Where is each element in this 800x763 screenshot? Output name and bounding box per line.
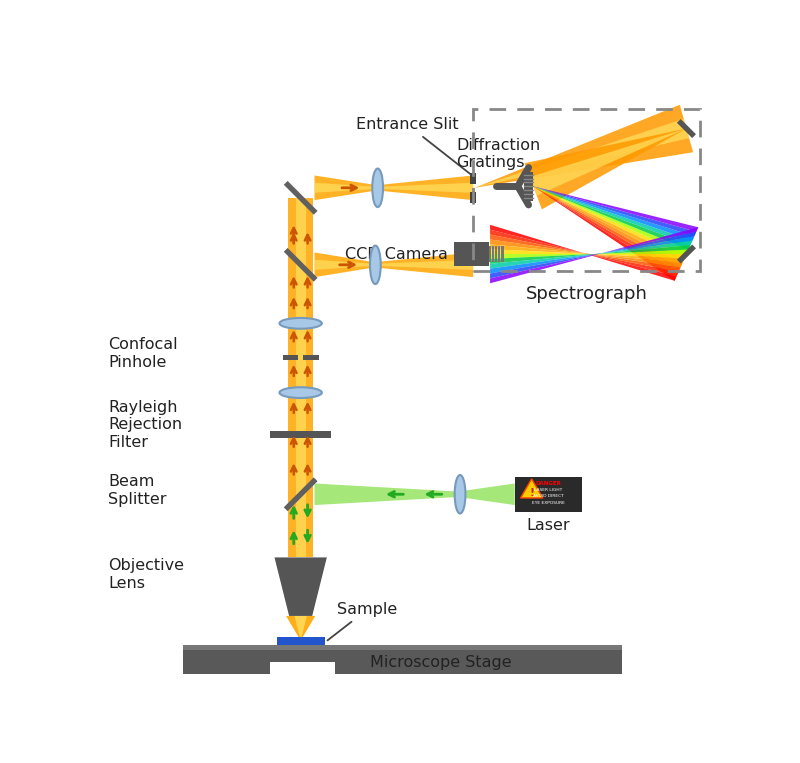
Polygon shape	[314, 484, 465, 505]
Polygon shape	[296, 494, 306, 558]
Polygon shape	[490, 227, 698, 283]
Polygon shape	[534, 186, 677, 281]
Bar	[470, 172, 476, 184]
Polygon shape	[534, 186, 682, 267]
Bar	[277, 638, 325, 645]
Bar	[470, 192, 476, 203]
Polygon shape	[474, 105, 693, 188]
Polygon shape	[490, 240, 692, 269]
Polygon shape	[534, 186, 678, 276]
Polygon shape	[296, 265, 306, 494]
Polygon shape	[534, 186, 690, 250]
Polygon shape	[284, 478, 318, 511]
Bar	[270, 662, 334, 674]
Polygon shape	[490, 250, 686, 259]
Polygon shape	[284, 248, 318, 282]
Text: Entrance Slit: Entrance Slit	[356, 118, 471, 175]
Polygon shape	[534, 186, 689, 254]
Polygon shape	[314, 260, 371, 270]
Bar	[489, 246, 491, 262]
Polygon shape	[534, 186, 692, 245]
Polygon shape	[534, 186, 694, 240]
Text: !: !	[529, 488, 534, 497]
Bar	[514, 477, 582, 512]
Polygon shape	[314, 253, 371, 277]
Polygon shape	[534, 186, 696, 237]
Polygon shape	[677, 119, 696, 138]
Text: Beam
Splitter: Beam Splitter	[108, 475, 166, 507]
Polygon shape	[284, 181, 318, 214]
Polygon shape	[521, 479, 542, 498]
Polygon shape	[274, 558, 327, 616]
Ellipse shape	[279, 318, 322, 329]
Text: Rayleigh
Rejection
Filter: Rayleigh Rejection Filter	[108, 400, 182, 450]
Ellipse shape	[279, 388, 322, 398]
Polygon shape	[288, 265, 313, 494]
Text: AVOID DIRECT: AVOID DIRECT	[534, 494, 564, 498]
Bar	[454, 243, 489, 266]
Text: Objective
Lens: Objective Lens	[108, 559, 184, 591]
Ellipse shape	[372, 169, 383, 207]
Polygon shape	[534, 186, 681, 272]
Text: Spectrograph: Spectrograph	[526, 285, 648, 303]
Polygon shape	[288, 198, 313, 265]
Bar	[303, 355, 318, 359]
Text: Confocal
Pinhole: Confocal Pinhole	[108, 337, 178, 369]
Ellipse shape	[454, 475, 466, 513]
Polygon shape	[490, 250, 689, 259]
Polygon shape	[382, 183, 473, 193]
Polygon shape	[534, 186, 698, 232]
Polygon shape	[490, 234, 681, 272]
Polygon shape	[530, 128, 686, 195]
Polygon shape	[534, 186, 685, 263]
Polygon shape	[314, 183, 374, 193]
Bar	[183, 645, 622, 650]
Bar	[270, 431, 331, 438]
Polygon shape	[314, 175, 374, 200]
Polygon shape	[286, 616, 315, 641]
Text: LASER LIGHT: LASER LIGHT	[534, 488, 562, 492]
Bar	[183, 645, 622, 674]
Ellipse shape	[370, 246, 381, 284]
Bar	[494, 246, 498, 262]
Text: Sample: Sample	[327, 602, 397, 640]
Polygon shape	[525, 128, 686, 209]
Polygon shape	[455, 484, 514, 505]
Text: CCD Camera: CCD Camera	[345, 246, 448, 262]
Polygon shape	[490, 244, 685, 263]
Bar	[501, 246, 503, 262]
Polygon shape	[296, 198, 306, 265]
Text: Laser: Laser	[526, 518, 570, 533]
Polygon shape	[288, 494, 313, 558]
Polygon shape	[534, 186, 686, 259]
Text: EYE EXPOSURE: EYE EXPOSURE	[532, 501, 565, 504]
Text: Microscope Stage: Microscope Stage	[370, 655, 512, 670]
Polygon shape	[382, 175, 473, 200]
Polygon shape	[294, 616, 307, 641]
Polygon shape	[474, 119, 689, 188]
Text: Diffraction
Gratings: Diffraction Gratings	[456, 138, 541, 170]
Bar	[498, 246, 501, 262]
Polygon shape	[490, 237, 694, 274]
Polygon shape	[677, 244, 696, 263]
Polygon shape	[379, 260, 473, 270]
Polygon shape	[490, 240, 682, 267]
Bar	[492, 246, 494, 262]
Polygon shape	[490, 225, 677, 281]
Polygon shape	[490, 230, 678, 276]
Polygon shape	[490, 245, 690, 264]
Polygon shape	[490, 232, 696, 278]
Text: DANGER: DANGER	[536, 481, 562, 486]
Bar	[524, 172, 534, 201]
Polygon shape	[379, 253, 473, 277]
Bar	[282, 355, 298, 359]
